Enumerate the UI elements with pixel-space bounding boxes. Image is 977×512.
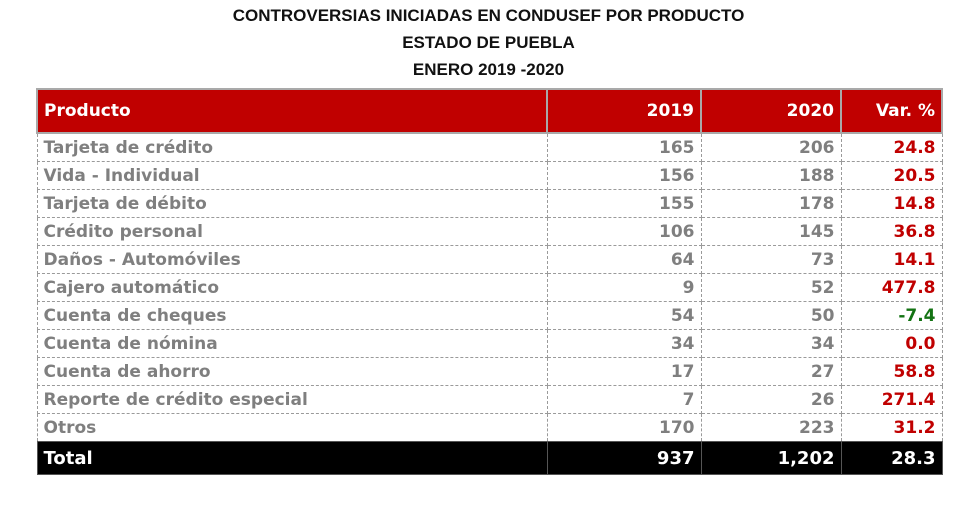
total-2019: 937 <box>546 441 702 475</box>
table-row: Vida - Individual 156 188 20.5 <box>36 161 943 190</box>
variation-cell: 31.2 <box>840 413 943 442</box>
value-2019-cell: 106 <box>546 217 702 246</box>
value-2020-cell: 52 <box>700 273 842 302</box>
product-cell: Daños - Automóviles <box>36 245 548 274</box>
controversias-table: Producto 2019 2020 Var. % Tarjeta de cré… <box>36 88 943 475</box>
value-2020-cell: 26 <box>700 385 842 414</box>
variation-cell: 477.8 <box>840 273 943 302</box>
variation-cell: 14.8 <box>840 189 943 218</box>
total-2020: 1,202 <box>700 441 842 475</box>
product-cell: Tarjeta de crédito <box>36 132 548 162</box>
variation-cell: 24.8 <box>840 132 943 162</box>
value-2019-cell: 7 <box>546 385 702 414</box>
header-var: Var. % <box>840 88 943 134</box>
total-var: 28.3 <box>840 441 943 475</box>
value-2020-cell: 178 <box>700 189 842 218</box>
title-line-1: CONTROVERSIAS INICIADAS EN CONDUSEF POR … <box>232 6 745 25</box>
value-2019-cell: 155 <box>546 189 702 218</box>
product-cell: Vida - Individual <box>36 161 548 190</box>
value-2020-cell: 145 <box>700 217 842 246</box>
value-2020-cell: 223 <box>700 413 842 442</box>
table-row: Cuenta de cheques 54 50 -7.4 <box>36 301 943 330</box>
variation-cell: 58.8 <box>840 357 943 386</box>
product-cell: Crédito personal <box>36 217 548 246</box>
value-2019-cell: 64 <box>546 245 702 274</box>
value-2020-cell: 27 <box>700 357 842 386</box>
table-header-row: Producto 2019 2020 Var. % <box>36 88 943 134</box>
variation-cell: 14.1 <box>840 245 943 274</box>
variation-cell: 0.0 <box>840 329 943 358</box>
value-2019-cell: 165 <box>546 132 702 162</box>
total-label: Total <box>36 441 548 475</box>
header-2020: 2020 <box>700 88 842 134</box>
value-2020-cell: 73 <box>700 245 842 274</box>
product-cell: Reporte de crédito especial <box>36 385 548 414</box>
value-2019-cell: 34 <box>546 329 702 358</box>
table-row: Cajero automático 9 52 477.8 <box>36 273 943 302</box>
value-2019-cell: 9 <box>546 273 702 302</box>
header-producto: Producto <box>36 88 548 134</box>
table-row: Tarjeta de débito 155 178 14.8 <box>36 189 943 218</box>
header-2019: 2019 <box>546 88 702 134</box>
table-row: Reporte de crédito especial 7 26 271.4 <box>36 385 943 414</box>
variation-cell: -7.4 <box>840 301 943 330</box>
value-2019-cell: 156 <box>546 161 702 190</box>
table-row: Daños - Automóviles 64 73 14.1 <box>36 245 943 274</box>
variation-cell: 36.8 <box>840 217 943 246</box>
product-cell: Otros <box>36 413 548 442</box>
value-2020-cell: 34 <box>700 329 842 358</box>
product-cell: Cuenta de ahorro <box>36 357 548 386</box>
variation-cell: 20.5 <box>840 161 943 190</box>
title-line-2: ESTADO DE PUEBLA <box>402 33 575 52</box>
table-row: Crédito personal 106 145 36.8 <box>36 217 943 246</box>
table-row: Otros 170 223 31.2 <box>36 413 943 442</box>
product-cell: Cajero automático <box>36 273 548 302</box>
value-2020-cell: 188 <box>700 161 842 190</box>
table-row: Cuenta de ahorro 17 27 58.8 <box>36 357 943 386</box>
value-2019-cell: 54 <box>546 301 702 330</box>
variation-cell: 271.4 <box>840 385 943 414</box>
title-line-3: ENERO 2019 -2020 <box>412 60 565 79</box>
product-cell: Tarjeta de débito <box>36 189 548 218</box>
value-2019-cell: 17 <box>546 357 702 386</box>
table-row: Tarjeta de crédito 165 206 24.8 <box>36 132 943 162</box>
table-row: Cuenta de nómina 34 34 0.0 <box>36 329 943 358</box>
product-cell: Cuenta de nómina <box>36 329 548 358</box>
value-2019-cell: 170 <box>546 413 702 442</box>
total-row: Total 937 1,202 28.3 <box>36 441 943 475</box>
product-cell: Cuenta de cheques <box>36 301 548 330</box>
value-2020-cell: 206 <box>700 132 842 162</box>
value-2020-cell: 50 <box>700 301 842 330</box>
